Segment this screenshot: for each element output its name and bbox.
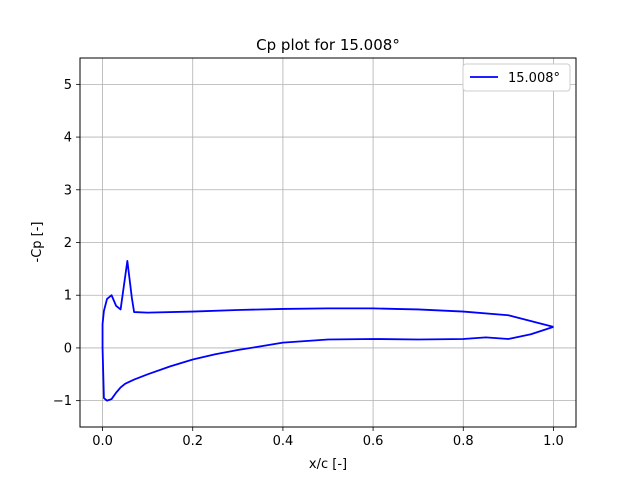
x-tick-label: 0.0	[92, 434, 113, 449]
x-axis-label: x/c [-]	[309, 457, 347, 472]
ticks: 0.0 0.2 0.4 0.6 0.8 1.0 −1 0 1 2 3 4 5	[53, 78, 564, 449]
x-tick-label: 0.6	[363, 434, 384, 449]
grid	[80, 58, 576, 427]
y-tick-label: −1	[53, 394, 72, 409]
y-tick-label: 2	[64, 236, 72, 251]
series-layer	[101, 260, 554, 402]
y-tick-label: 1	[64, 289, 72, 304]
legend-box	[462, 63, 571, 92]
x-tick-label: 0.4	[273, 434, 294, 449]
legend-label: 15.008°	[508, 71, 560, 86]
y-tick-label: 4	[64, 131, 72, 146]
x-tick-label: 0.2	[182, 434, 203, 449]
x-tick-label: 1.0	[543, 434, 564, 449]
x-tick-label: 0.8	[453, 434, 474, 449]
plot-frame	[79, 57, 577, 428]
y-tick-label: 3	[64, 183, 72, 198]
series-line	[101, 260, 554, 402]
legend: 15.008°	[462, 63, 571, 92]
y-tick-label: 5	[64, 78, 72, 93]
chart-title: Cp plot for 15.008°	[256, 36, 400, 54]
y-tick-label: 0	[64, 341, 72, 356]
y-axis-label: -Cp [-]	[30, 222, 45, 263]
